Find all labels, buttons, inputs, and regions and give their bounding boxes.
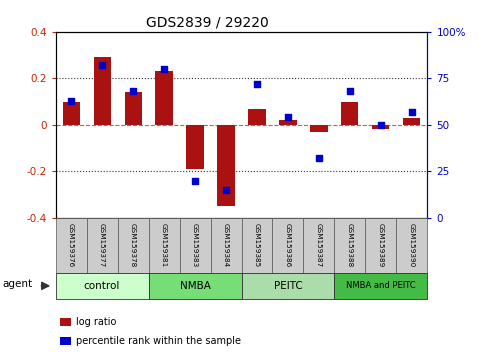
Point [98, 62, 106, 68]
Bar [372, 125, 389, 130]
Text: PEITC: PEITC [273, 281, 302, 291]
Text: GSM159389: GSM159389 [378, 223, 384, 267]
Bar [62, 102, 80, 125]
Text: GDS2839 / 29220: GDS2839 / 29220 [146, 16, 269, 30]
Text: GSM159383: GSM159383 [192, 223, 198, 267]
Point [315, 155, 323, 161]
Text: control: control [84, 281, 120, 291]
Text: GSM159390: GSM159390 [409, 223, 415, 267]
Bar [156, 72, 172, 125]
Text: GSM159378: GSM159378 [130, 223, 136, 267]
Bar [248, 109, 266, 125]
Text: GSM159387: GSM159387 [316, 223, 322, 267]
Point [160, 66, 168, 72]
Text: log ratio: log ratio [76, 317, 116, 327]
Text: GSM159384: GSM159384 [223, 223, 229, 267]
Text: agent: agent [2, 279, 32, 289]
Point [191, 178, 199, 183]
Text: NMBA: NMBA [180, 281, 211, 291]
Bar [403, 118, 421, 125]
Point [346, 88, 354, 94]
Text: GSM159376: GSM159376 [68, 223, 74, 267]
Text: GSM159385: GSM159385 [254, 223, 260, 267]
Bar [94, 57, 111, 125]
Bar [280, 120, 297, 125]
Text: GSM159377: GSM159377 [99, 223, 105, 267]
Point [284, 115, 292, 120]
Text: GSM159381: GSM159381 [161, 223, 167, 267]
Bar [186, 125, 203, 169]
Bar [311, 125, 327, 132]
Text: GSM159388: GSM159388 [347, 223, 353, 267]
Text: GSM159386: GSM159386 [285, 223, 291, 267]
Text: NMBA and PEITC: NMBA and PEITC [346, 281, 416, 290]
Point [408, 109, 416, 115]
Bar [341, 102, 358, 125]
Point [377, 122, 385, 128]
Point [253, 81, 261, 87]
Point [222, 187, 230, 193]
Bar [217, 125, 235, 206]
Text: percentile rank within the sample: percentile rank within the sample [76, 336, 241, 346]
Bar [125, 92, 142, 125]
Point [129, 88, 137, 94]
Point [67, 98, 75, 103]
